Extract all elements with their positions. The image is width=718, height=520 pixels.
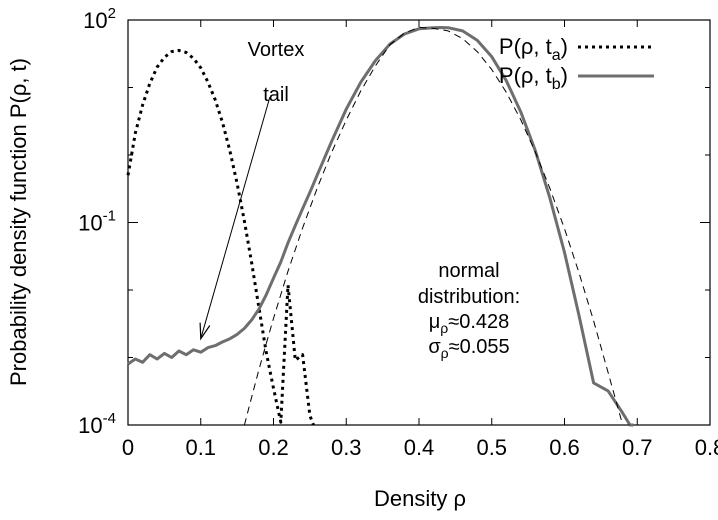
legend-label-ta: P(ρ, ta) [499,34,568,64]
vortex-arrowhead [199,322,211,341]
x-tick-label: 0 [122,435,134,460]
x-tick-label: 0.8 [695,435,718,460]
series-line-normal-fit [243,26,634,426]
plot-frame [127,19,711,426]
x-axis-title: Density ρ [374,486,466,511]
y-tick-exponent: -1 [103,208,116,225]
tick-marks [127,19,711,426]
legend-label-ta-name: P(ρ, t [499,34,552,59]
mu-label: μρ≈0.428 [429,311,510,336]
x-tick-label: 0.1 [185,435,216,460]
series-layer [126,26,634,427]
y-tick-label: 10-1 [78,208,116,236]
x-tick-label: 0.2 [258,435,289,460]
y-tick-label: 10-4 [78,410,116,438]
x-tick-labels: 0 0.1 0.2 0.3 0.4 0.5 0.6 0.7 0.8 [122,435,718,460]
y-tick-label: 102 [83,5,116,33]
y-tick-base: 10 [78,413,102,438]
legend-label-ta-close: ) [561,34,568,59]
vortex-arrow [200,96,271,339]
plot-area [126,19,711,427]
legend-label-ta-sub: a [552,47,561,64]
x-tick-label: 0.4 [404,435,435,460]
y-tick-exponent: -4 [103,410,116,427]
legend-label-tb-name: P(ρ, t [499,63,552,88]
normal-label-line1: normal [438,260,499,282]
x-tick-label: 0.6 [549,435,580,460]
x-tick-label: 0.5 [476,435,507,460]
legend-entry-tb: P(ρ, tb) [499,63,654,93]
mu-value: ≈0.428 [448,311,509,333]
legend-label-tb-sub: b [552,76,561,93]
normal-label-line2: distribution: [418,286,520,308]
sigma-subscript: ρ [441,345,449,361]
series-line-tb [127,26,634,427]
legend: P(ρ, ta) P(ρ, tb) [499,34,654,93]
vortex-tail-annotation: Vortex tail [199,39,305,341]
vortex-label-line2: tail [263,84,289,106]
sigma-value: ≈0.055 [449,336,510,358]
sigma-label: σρ≈0.055 [428,336,509,361]
y-tick-exponent: 2 [108,5,116,22]
sigma-symbol: σ [428,336,441,358]
legend-label-tb: P(ρ, tb) [499,63,568,93]
mu-subscript: ρ [440,320,448,336]
mu-symbol: μ [429,311,441,333]
x-tick-label: 0.3 [331,435,362,460]
normal-distribution-annotation: normal distribution: μρ≈0.428 σρ≈0.055 [418,260,520,361]
vortex-label-line1: Vortex [248,39,305,61]
x-tick-label: 0.7 [622,435,653,460]
y-axis-title: Probability density function P(ρ, t) [6,58,31,386]
y-tick-base: 10 [78,211,102,236]
y-tick-base: 10 [83,8,107,33]
legend-label-tb-close: ) [561,63,568,88]
series-line-ta [126,48,315,426]
legend-entry-ta: P(ρ, ta) [499,34,654,64]
